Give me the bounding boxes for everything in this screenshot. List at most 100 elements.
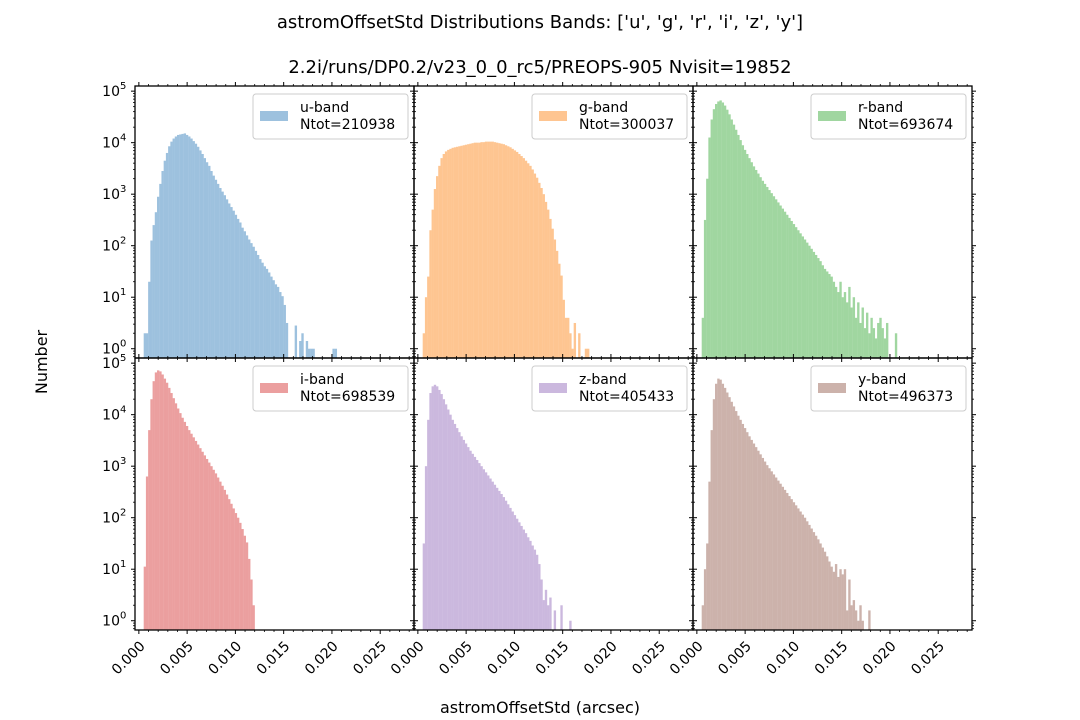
histogram-bar (442, 154, 446, 358)
histogram-bar (770, 471, 773, 630)
histogram-bar (268, 272, 271, 358)
histogram-bar (152, 225, 155, 358)
histogram-bar (841, 574, 844, 630)
histogram-bar (515, 151, 519, 358)
histogram-bar (294, 325, 298, 358)
histogram-bar (772, 474, 776, 630)
histogram-bar (487, 141, 490, 358)
histogram-bar (185, 134, 189, 358)
histogram-bar (192, 141, 195, 358)
histogram-bar (179, 413, 182, 630)
histogram-bar (427, 276, 430, 358)
histogram-bar (259, 259, 262, 358)
histogram-bar (710, 119, 713, 358)
histogram-bar (737, 415, 740, 630)
histogram-bar (436, 176, 439, 358)
figure-subtitle: 2.2i/runs/DP0.2/v23_0_0_rc5/PREOPS-905 N… (288, 57, 791, 78)
histogram-bar (208, 165, 211, 358)
histogram-bar (212, 175, 215, 358)
histogram-bar (511, 511, 514, 630)
histogram-bar (757, 173, 760, 358)
y-tick-exponent: 1 (120, 287, 126, 298)
histogram-bar (759, 454, 762, 630)
histogram-bar (544, 589, 548, 630)
histogram-bar (701, 317, 705, 358)
legend-ntot: Ntot=210938 (300, 117, 395, 133)
histogram-bar (203, 455, 207, 630)
histogram-bar (150, 240, 153, 358)
histogram-bar (196, 444, 200, 630)
histogram-bar (252, 246, 255, 358)
histogram-bar (161, 171, 164, 358)
histogram-bar (832, 281, 836, 358)
histogram-bar (839, 281, 842, 358)
histogram-bar (473, 142, 477, 358)
histogram-bar (438, 165, 441, 358)
y-tick-label: 10 (102, 459, 120, 475)
histogram-bar (881, 328, 884, 358)
legend-ntot: Ntot=405433 (579, 389, 674, 405)
histogram-bar (806, 521, 809, 630)
y-tick-exponent: 4 (120, 133, 126, 144)
y-tick-exponent: 5 (120, 81, 126, 92)
histogram-bar (433, 384, 437, 630)
histogram-bar (841, 297, 844, 358)
legend-box (252, 365, 409, 412)
histogram-bar (176, 134, 180, 358)
histogram-bar (236, 218, 240, 358)
legend-swatch (539, 111, 567, 121)
r-bars (701, 100, 898, 359)
histogram-bar (205, 162, 209, 358)
x-tick-label: 0.010 (484, 638, 524, 678)
x-tick-label: 0.000 (109, 638, 149, 678)
histogram-bar (779, 205, 782, 358)
histogram-bar (569, 333, 572, 358)
histogram-bar (334, 348, 338, 358)
histogram-bar (567, 317, 570, 358)
histogram-bar (447, 409, 450, 630)
histogram-bar (471, 143, 474, 358)
histogram-bar (436, 386, 439, 630)
histogram-bar (754, 169, 758, 358)
histogram-bar (192, 437, 195, 630)
y-tick-exponent: 3 (120, 456, 126, 467)
histogram-bar (703, 219, 707, 358)
histogram-bar (553, 239, 557, 358)
histogram-bar (549, 597, 552, 630)
histogram-bar (489, 478, 492, 630)
histogram-bar (553, 610, 557, 630)
histogram-bar (792, 224, 796, 358)
histogram-bar (810, 248, 813, 358)
histogram-bar (788, 217, 791, 358)
x-tick-label: 0.010 (763, 638, 803, 678)
legend-box (531, 93, 688, 140)
histogram-bar (495, 142, 499, 358)
legend-ntot: Ntot=693674 (858, 117, 953, 133)
histogram-bar (723, 387, 727, 630)
histogram-bar (281, 296, 284, 358)
histogram-bar (250, 243, 253, 358)
y-tick-label: 10 (102, 408, 120, 424)
histogram-bar (571, 348, 574, 358)
histogram-bar (176, 408, 180, 630)
histogram-bar (788, 496, 791, 630)
histogram-bar (232, 508, 235, 630)
legend-label: z-band (579, 372, 627, 388)
histogram-bar (460, 145, 463, 358)
histogram-bar (190, 433, 193, 630)
histogram-bar (562, 299, 565, 358)
histogram-bar (422, 333, 426, 358)
y-tick-exponent: 1 (120, 559, 126, 570)
x-tick-label: 0.025 (629, 638, 669, 678)
histogram-bar (462, 145, 466, 358)
panel-z: 0.000 0.005 0.010 0.015 0.020 0.025 z-bandNtot… (388, 354, 697, 678)
histogram-bar (850, 605, 853, 630)
histogram-bar (310, 348, 313, 358)
histogram-bar (159, 371, 162, 630)
histogram-bar (471, 453, 474, 630)
legend-box (252, 93, 409, 140)
histogram-bar (216, 183, 220, 358)
legend-ntot: Ntot=300037 (579, 117, 674, 133)
histogram-bar (877, 322, 880, 358)
